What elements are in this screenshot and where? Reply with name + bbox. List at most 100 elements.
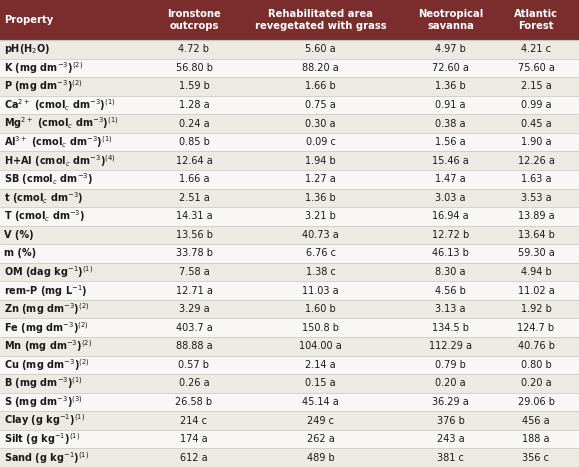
Bar xyxy=(0,40,155,58)
Bar xyxy=(233,318,408,337)
Text: 134.5 b: 134.5 b xyxy=(432,323,469,333)
Text: H+Al (cmol$_c$ dm$^{-3}$)$^{(4)}$: H+Al (cmol$_c$ dm$^{-3}$)$^{(4)}$ xyxy=(4,153,116,169)
Bar xyxy=(233,207,408,226)
Text: 124.7 b: 124.7 b xyxy=(518,323,555,333)
Bar xyxy=(408,96,493,114)
Text: 1.60 b: 1.60 b xyxy=(305,304,336,314)
Bar xyxy=(493,430,579,448)
Bar xyxy=(408,77,493,96)
Bar xyxy=(233,337,408,355)
Text: 29.06 b: 29.06 b xyxy=(518,397,555,407)
Bar xyxy=(0,58,155,77)
Bar xyxy=(408,318,493,337)
Bar xyxy=(233,374,408,393)
Bar xyxy=(493,393,579,411)
Bar xyxy=(233,40,408,58)
Bar xyxy=(408,411,493,430)
Bar xyxy=(493,0,579,40)
Text: 381 c: 381 c xyxy=(437,453,464,463)
Text: 88.88 a: 88.88 a xyxy=(175,341,212,351)
Bar xyxy=(0,0,155,40)
Bar xyxy=(493,40,579,58)
Text: t (cmol$_c$ dm$^{-3}$): t (cmol$_c$ dm$^{-3}$) xyxy=(4,190,83,205)
Text: Ca$^{2+}$ (cmol$_c$ dm$^{-3}$)$^{(1)}$: Ca$^{2+}$ (cmol$_c$ dm$^{-3}$)$^{(1)}$ xyxy=(4,97,115,113)
Text: 3.03 a: 3.03 a xyxy=(435,193,466,203)
Bar xyxy=(155,207,233,226)
Text: 26.58 b: 26.58 b xyxy=(175,397,212,407)
Text: 1.47 a: 1.47 a xyxy=(435,174,466,184)
Bar xyxy=(493,207,579,226)
Bar xyxy=(408,355,493,374)
Text: 0.15 a: 0.15 a xyxy=(305,378,336,389)
Text: 40.76 b: 40.76 b xyxy=(518,341,555,351)
Bar xyxy=(0,226,155,244)
Text: 2.14 a: 2.14 a xyxy=(305,360,336,370)
Bar xyxy=(0,337,155,355)
Bar xyxy=(0,207,155,226)
Bar xyxy=(233,96,408,114)
Text: 12.26 a: 12.26 a xyxy=(518,156,555,166)
Text: 0.26 a: 0.26 a xyxy=(179,378,210,389)
Text: 1.28 a: 1.28 a xyxy=(179,100,210,110)
Text: 0.57 b: 0.57 b xyxy=(178,360,210,370)
Text: 4.97 b: 4.97 b xyxy=(435,44,466,54)
Text: 214 c: 214 c xyxy=(181,416,207,425)
Text: 15.46 a: 15.46 a xyxy=(432,156,469,166)
Text: 3.21 b: 3.21 b xyxy=(305,212,336,221)
Text: Rehabilitated area
revegetated with grass: Rehabilitated area revegetated with gras… xyxy=(255,9,386,31)
Text: B (mg dm$^{-3}$)$^{(1)}$: B (mg dm$^{-3}$)$^{(1)}$ xyxy=(4,375,83,391)
Bar xyxy=(233,170,408,189)
Bar xyxy=(493,244,579,263)
Bar xyxy=(493,374,579,393)
Bar xyxy=(493,77,579,96)
Bar xyxy=(493,263,579,281)
Text: 0.20 a: 0.20 a xyxy=(521,378,551,389)
Text: 0.91 a: 0.91 a xyxy=(435,100,466,110)
Bar xyxy=(233,58,408,77)
Bar xyxy=(155,281,233,300)
Bar xyxy=(0,96,155,114)
Text: 403.7 a: 403.7 a xyxy=(175,323,212,333)
Text: 16.94 a: 16.94 a xyxy=(432,212,469,221)
Bar xyxy=(0,263,155,281)
Text: Zn (mg dm$^{-3}$)$^{(2)}$: Zn (mg dm$^{-3}$)$^{(2)}$ xyxy=(4,301,90,317)
Text: Mn (mg dm$^{-3}$)$^{(2)}$: Mn (mg dm$^{-3}$)$^{(2)}$ xyxy=(4,339,92,354)
Bar xyxy=(233,393,408,411)
Bar xyxy=(0,77,155,96)
Bar xyxy=(408,0,493,40)
Text: 11.03 a: 11.03 a xyxy=(302,286,339,296)
Bar xyxy=(155,96,233,114)
Text: 3.53 a: 3.53 a xyxy=(521,193,551,203)
Text: rem-P (mg L$^{-1}$): rem-P (mg L$^{-1}$) xyxy=(4,283,87,298)
Text: 356 c: 356 c xyxy=(522,453,549,463)
Bar xyxy=(408,337,493,355)
Bar xyxy=(0,430,155,448)
Bar xyxy=(155,448,233,467)
Text: 1.59 b: 1.59 b xyxy=(178,81,210,92)
Text: 174 a: 174 a xyxy=(180,434,208,444)
Text: P (mg dm$^{-3}$)$^{(2)}$: P (mg dm$^{-3}$)$^{(2)}$ xyxy=(4,78,83,94)
Text: Fe (mg dm$^{-3}$)$^{(2)}$: Fe (mg dm$^{-3}$)$^{(2)}$ xyxy=(4,320,89,336)
Bar xyxy=(493,114,579,133)
Bar xyxy=(0,411,155,430)
Bar xyxy=(233,263,408,281)
Bar xyxy=(493,318,579,337)
Text: 2.15 a: 2.15 a xyxy=(521,81,551,92)
Text: 456 a: 456 a xyxy=(522,416,550,425)
Text: Atlantic
Forest: Atlantic Forest xyxy=(514,9,558,31)
Bar xyxy=(233,355,408,374)
Text: K (mg dm$^{-3}$)$^{(2)}$: K (mg dm$^{-3}$)$^{(2)}$ xyxy=(4,60,83,76)
Text: 4.21 c: 4.21 c xyxy=(521,44,551,54)
Text: 1.94 b: 1.94 b xyxy=(305,156,336,166)
Text: 0.30 a: 0.30 a xyxy=(305,119,336,128)
Bar xyxy=(408,207,493,226)
Bar xyxy=(155,58,233,77)
Text: 1.36 b: 1.36 b xyxy=(435,81,466,92)
Bar xyxy=(233,300,408,318)
Text: Property: Property xyxy=(4,15,53,25)
Bar xyxy=(408,226,493,244)
Text: 150.8 b: 150.8 b xyxy=(302,323,339,333)
Text: Cu (mg dm$^{-3}$)$^{(2)}$: Cu (mg dm$^{-3}$)$^{(2)}$ xyxy=(4,357,90,373)
Text: 13.64 b: 13.64 b xyxy=(518,230,555,240)
Text: 5.60 a: 5.60 a xyxy=(305,44,336,54)
